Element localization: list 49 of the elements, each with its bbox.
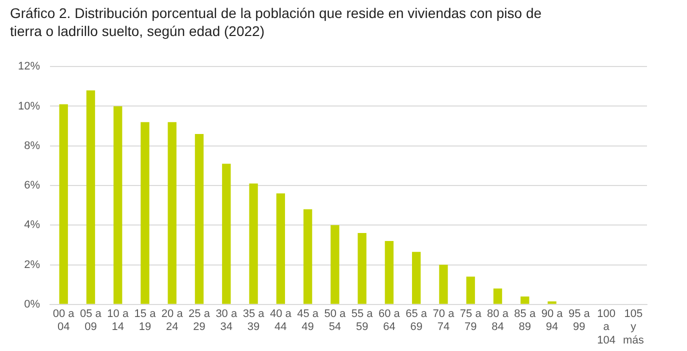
x-tick-label: 05 a 09 [80,308,102,334]
bar [222,164,231,304]
x-tick-label: 55 a 59 [351,308,374,334]
y-tick-label: 0% [24,298,40,310]
x-tick-label: 70 a 74 [432,308,456,334]
bar [276,193,286,304]
bar [86,90,96,304]
x-tick-label: 35 a 39 [242,308,266,334]
bar [168,122,176,304]
x-tick-label: 65 a 69 [406,308,428,334]
bar [466,276,475,304]
bar [520,296,530,304]
bar [59,104,68,304]
bar [140,122,150,304]
chart-title: Gráfico 2. Distribución porcentual de la población que reside en viviendas con piso de tierra o ladrillo suelto, según edad (2022) [10,4,543,40]
x-tick-label: 10 a 14 [107,308,130,334]
x-tick-label: 50 a 54 [324,308,347,334]
x-tick-label: 00 a 04 [52,308,76,334]
y-tick-label: 6% [24,180,40,192]
bar [358,233,366,304]
x-tick-label: 30 a 34 [216,308,238,334]
x-tick-label: 80 a 84 [487,308,510,334]
y-tick-label: 10% [18,100,40,112]
x-tick-label: 25 a 29 [188,308,211,334]
x-tick-label: 40 a 44 [270,308,292,334]
y-tick-label: 2% [24,258,40,271]
x-tick-label: 100 a 104 [597,308,616,346]
y-tick-label: 12% [18,60,40,73]
x-tick-label: 95 a 99 [568,308,591,334]
x-tick-label: 75 a 79 [460,308,482,334]
x-tick-label: 45 a 49 [297,308,320,334]
bar [412,252,421,304]
bar [384,240,394,304]
bar [194,134,204,304]
bar [330,225,340,304]
bar [439,264,448,304]
y-tick-label: 4% [24,219,40,232]
x-tick-label: 90 a 94 [541,308,564,334]
bar [114,106,122,304]
x-tick-label: 60 a 64 [378,308,401,334]
bar [548,301,556,304]
x-tick-label: 85 a 89 [514,308,536,334]
y-tick-label: 8% [24,140,40,152]
x-tick-label: 15 a 19 [134,308,157,334]
x-tick-label: 105 y más [623,308,644,346]
bar [493,288,502,304]
x-tick-label: 20 a 24 [161,308,184,334]
bar [303,209,312,304]
bar [249,184,258,304]
